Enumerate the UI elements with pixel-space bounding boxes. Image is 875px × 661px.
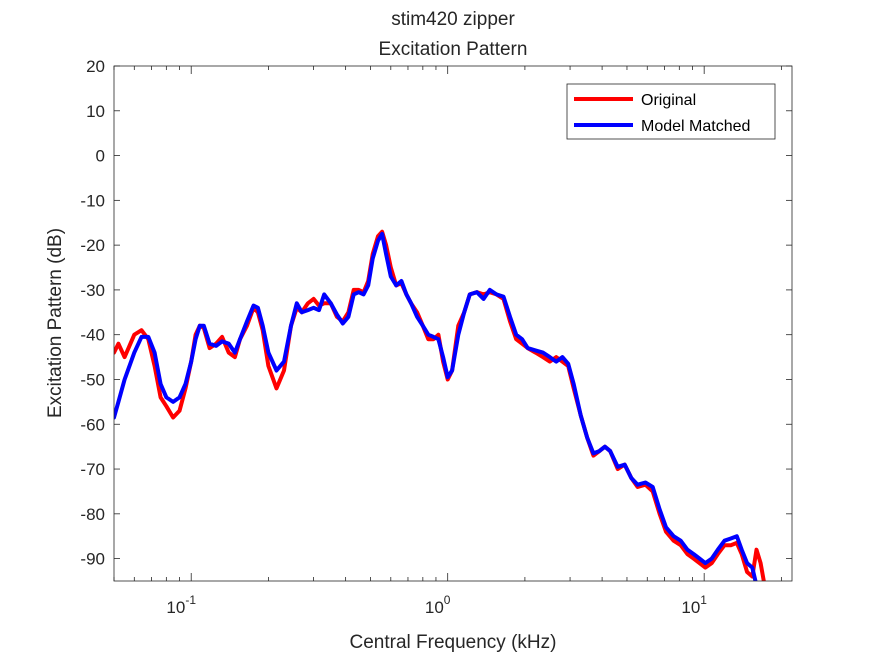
plot-area: [114, 66, 792, 581]
x-tick-label-base: 10: [425, 598, 444, 617]
y-tick-label: -40: [80, 326, 105, 345]
x-tick-label-exponent: 0: [444, 593, 451, 607]
legend: Original Model Matched: [566, 83, 776, 140]
x-tick-label-base: 10: [166, 598, 185, 617]
x-tick-label: 101: [681, 593, 707, 617]
x-tick-label: 100: [425, 593, 451, 617]
x-tick-label-exponent: -1: [185, 593, 196, 607]
x-tick-label-exponent: 1: [700, 593, 707, 607]
x-tick-label: 10-1: [166, 593, 196, 617]
y-tick-label: -90: [80, 550, 105, 569]
x-tick-label-base: 10: [681, 598, 700, 617]
series-layer: [114, 229, 766, 581]
y-tick-label: 10: [86, 102, 105, 121]
y-axis-label: Excitation Pattern (dB): [45, 228, 66, 418]
legend-label-model-matched: Model Matched: [641, 118, 750, 135]
legend-label-original: Original: [641, 92, 696, 109]
x-axis-label: Central Frequency (kHz): [350, 632, 557, 653]
y-tick-label: -70: [80, 460, 105, 479]
y-tick-label: -30: [80, 281, 105, 300]
chart-title: stim420 zipper: [391, 9, 515, 30]
series-line-model-matched: [114, 231, 758, 581]
y-tick-label: -20: [80, 236, 105, 255]
y-tick-label: 20: [86, 57, 105, 76]
plot-frame: [113, 65, 793, 582]
y-tick-label: -80: [80, 505, 105, 524]
y-tick-label: -10: [80, 191, 105, 210]
y-tick-label: -50: [80, 370, 105, 389]
y-tick-label: -60: [80, 415, 105, 434]
y-tick-label: 0: [96, 147, 105, 166]
chart-subtitle: Excitation Pattern: [379, 39, 528, 60]
legend-box: [566, 83, 776, 140]
